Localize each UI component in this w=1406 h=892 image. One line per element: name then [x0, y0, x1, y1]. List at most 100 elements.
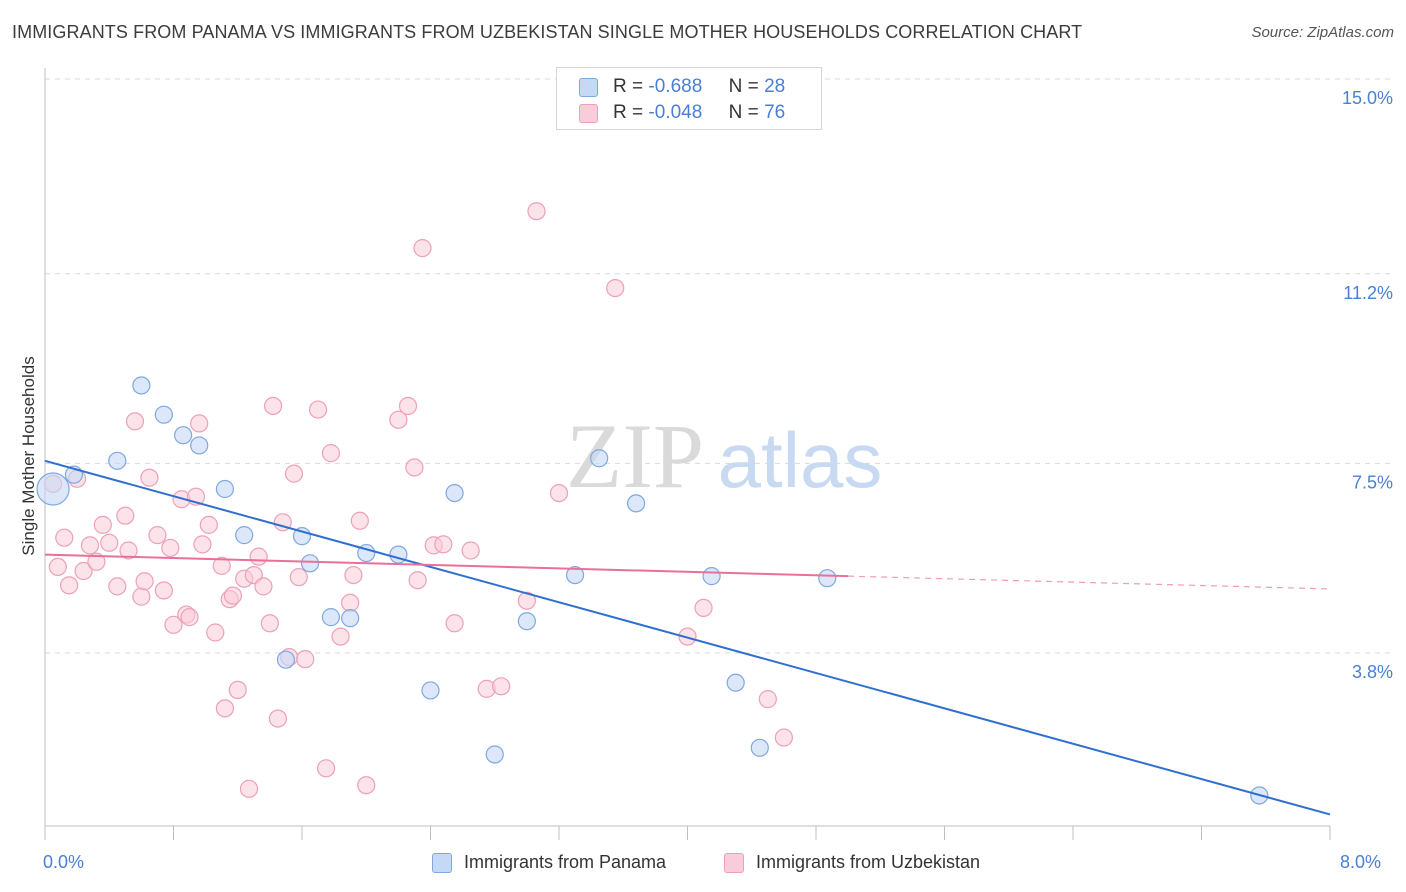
uzbekistan-point-1	[48, 557, 67, 577]
legend-swatch-panama	[579, 77, 598, 97]
uzbekistan-point-71	[694, 598, 713, 618]
y-axis-label: Single Mother Households	[19, 356, 38, 556]
uzbekistan-point-56	[398, 396, 418, 416]
uzbekistan-point-8	[93, 515, 112, 534]
uzbekistan-point-68	[549, 484, 569, 503]
panama-point-6	[190, 436, 209, 455]
x-tick-label-max: 8.0%	[1340, 852, 1382, 872]
uzbekistan-trend-extension	[848, 575, 1331, 590]
uzbekistan-point-29	[212, 556, 231, 575]
panama-point-3	[132, 376, 151, 395]
gridlines	[45, 78, 1390, 654]
uzbekistan-point-28	[206, 623, 225, 642]
uzbekistan-point-66	[517, 591, 536, 610]
uzbekistan-point-30	[215, 699, 234, 718]
panama-point-21	[590, 449, 609, 468]
y-tick-label-3: 3.8%	[1352, 662, 1393, 682]
uzbekistan-n-label: N =	[728, 102, 759, 123]
uzbekistan-point-26	[193, 535, 212, 554]
uzbekistan-point-5	[74, 561, 93, 581]
uzbekistan-point-16	[140, 468, 159, 487]
panama-point-11	[300, 554, 320, 573]
uzbekistan-point-61	[434, 535, 453, 554]
panama-r-value: -0.688	[648, 76, 703, 97]
correlation-legend: R = -0.688 N = 28 R = -0.048 N = 76	[556, 67, 822, 130]
uzbekistan-point-67	[527, 202, 546, 221]
uzbekistan-point-63	[461, 541, 480, 560]
uzbekistan-point-39	[260, 614, 279, 633]
panama-point-7	[215, 479, 234, 499]
panama-n-label: N =	[728, 76, 759, 97]
uzbekistan-point-69	[606, 279, 625, 298]
panama-point-18	[485, 745, 504, 764]
uzbekistan-point-10	[108, 577, 127, 596]
uzbekistan-point-45	[289, 568, 308, 587]
uzbekistan-point-17	[148, 526, 167, 545]
uzbekistan-point-62	[445, 614, 464, 633]
uzbekistan-point-49	[321, 444, 341, 463]
bottom-legend-label-uzbekistan: Immigrants from Uzbekistan	[756, 852, 981, 872]
uzbekistan-point-54	[357, 776, 376, 795]
panama-point-17	[445, 484, 464, 503]
uzbekistan-point-19	[161, 538, 180, 558]
axes	[44, 68, 1331, 840]
y-tick-label-2: 7.5%	[1352, 472, 1393, 492]
panama-point-4	[154, 405, 173, 424]
bottom-legend-swatch-uzbekistan	[724, 853, 744, 873]
uzbekistan-point-20	[164, 615, 183, 634]
uzbekistan-r-label: R =	[613, 102, 644, 123]
uzbekistan-point-52	[344, 565, 363, 585]
uzbekistan-point-38	[254, 577, 273, 596]
uzbekistan-point-23	[180, 608, 199, 627]
uzbekistan-point-32	[223, 586, 243, 605]
uzbekistan-point-14	[132, 587, 151, 606]
uzbekistan-point-9	[100, 533, 119, 552]
watermark: ZIP atlas	[566, 405, 882, 507]
uzbekistan-point-35	[239, 779, 259, 798]
uzbekistan-point-13	[125, 412, 145, 431]
uzbekistan-point-46	[296, 650, 315, 669]
uzbekistan-point-37	[249, 547, 268, 566]
chart-title: IMMIGRANTS FROM PANAMA VS IMMIGRANTS FRO…	[12, 22, 1083, 42]
panama-point-16	[421, 681, 440, 700]
uzbekistan-point-3	[59, 576, 79, 595]
watermark-atlas: atlas	[718, 416, 883, 504]
panama-point-13	[341, 609, 360, 628]
panama-point-19	[517, 612, 536, 631]
uzbekistan-n-value: 76	[764, 102, 786, 123]
uzbekistan-point-58	[408, 571, 427, 590]
uzbekistan-point-25	[190, 414, 209, 433]
uzbekistan-point-50	[331, 627, 350, 646]
uzbekistan-point-6	[80, 536, 100, 555]
panama-point-23	[702, 567, 721, 586]
panama-point-12	[321, 608, 341, 627]
uzbekistan-point-40	[263, 396, 283, 416]
uzbekistan-trend-line	[44, 553, 849, 578]
panama-r-label: R =	[613, 76, 644, 97]
source-label: Source: ZipAtlas.com	[1251, 24, 1394, 41]
uzbekistan-point-27	[199, 515, 218, 534]
bottom-legend-swatch-panama	[432, 853, 452, 873]
series-uzbekistan-points	[43, 202, 793, 798]
uzbekistan-point-57	[405, 458, 424, 477]
uzbekistan-point-2	[55, 528, 74, 547]
panama-point-5	[174, 426, 193, 445]
trend-lines	[44, 459, 1331, 816]
uzbekistan-point-51	[341, 593, 360, 612]
uzbekistan-point-33	[228, 680, 247, 700]
uzbekistan-point-12	[119, 541, 138, 560]
y-tick-label-0: 15.0%	[1342, 88, 1393, 108]
bottom-legend-label-panama: Immigrants from Panama	[464, 852, 667, 872]
watermark-zip: ZIP	[566, 405, 704, 507]
panama-point-26	[818, 569, 837, 588]
uzbekistan-point-44	[284, 464, 304, 483]
uzbekistan-point-41	[268, 709, 288, 728]
panama-point-8	[235, 526, 254, 545]
y-tick-label-1: 11.2%	[1343, 283, 1393, 303]
panama-point-22	[626, 494, 646, 513]
uzbekistan-r-value: -0.048	[648, 102, 703, 123]
uzbekistan-point-55	[389, 410, 408, 429]
panama-point-9	[276, 650, 296, 669]
panama-point-25	[750, 738, 769, 757]
